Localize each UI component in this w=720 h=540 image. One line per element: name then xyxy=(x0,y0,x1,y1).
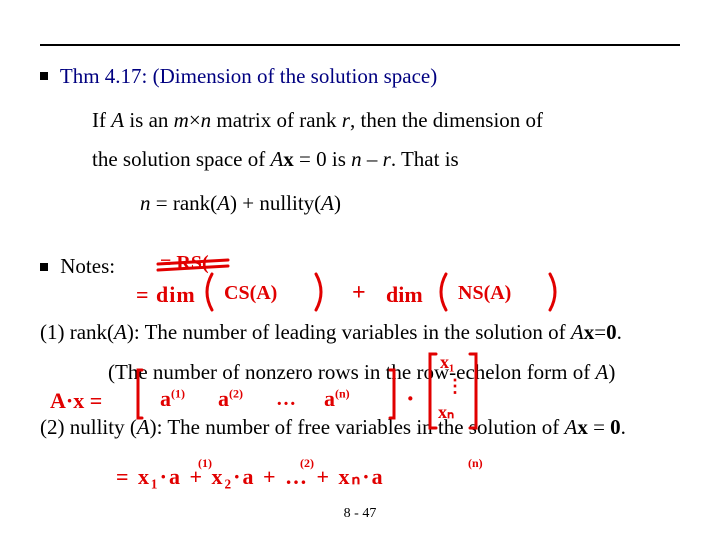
t: (1) xyxy=(198,456,212,470)
t: (2) nullity ( xyxy=(40,415,137,439)
t: . xyxy=(621,415,626,439)
A: A xyxy=(111,108,124,132)
z: 0 xyxy=(610,415,621,439)
t: – xyxy=(362,147,383,171)
t: ) xyxy=(608,360,615,384)
bullet-icon xyxy=(40,263,48,271)
thm-line1: If A is an m×n matrix of rank r, then th… xyxy=(92,104,700,138)
thm-line2: the solution space of Ax = 0 is n – r. T… xyxy=(92,143,700,177)
t: ): The number of leading variables in th… xyxy=(127,320,571,344)
x: x xyxy=(577,415,588,439)
t: If xyxy=(92,108,111,132)
hand-sn: (n) xyxy=(468,456,483,471)
n: n xyxy=(140,191,151,215)
t: = rank( xyxy=(151,191,218,215)
A: A xyxy=(217,191,230,215)
n: n xyxy=(201,108,212,132)
t: = x₁·a + x₂·a + … + xₙ·a xyxy=(116,464,385,489)
x: x xyxy=(584,320,595,344)
t: . That is xyxy=(391,147,459,171)
hand-big-bracket-icon xyxy=(136,366,396,422)
x: x xyxy=(283,147,294,171)
times: × xyxy=(189,108,201,132)
A: A xyxy=(321,191,334,215)
top-rule xyxy=(40,44,680,46)
hand-paren-ns-icon xyxy=(438,270,558,314)
t: = xyxy=(588,415,610,439)
t: = xyxy=(594,320,606,344)
notes-label: Notes: xyxy=(60,254,115,278)
page-number: 8 - 47 xyxy=(0,506,720,522)
t: . xyxy=(617,320,622,344)
t: is xyxy=(327,147,352,171)
hand-s1: (1) xyxy=(198,456,212,471)
A: A xyxy=(564,415,577,439)
A: A xyxy=(596,360,609,384)
t: matrix of rank xyxy=(211,108,342,132)
t: ) + nullity( xyxy=(230,191,321,215)
hand-s2: (2) xyxy=(300,456,314,471)
hand-paren-cs-icon xyxy=(204,270,324,314)
m: m xyxy=(174,108,189,132)
t: (1) rank( xyxy=(40,320,114,344)
t: = 0 xyxy=(294,147,327,171)
theorem-title-line: Thm 4.17: (Dimension of the solution spa… xyxy=(40,60,700,94)
thm-title: (Dimension of the solution space) xyxy=(147,64,437,88)
thm-eq: n = rank(A) + nullity(A) xyxy=(140,187,700,221)
note1: (1) rank(A): The number of leading varia… xyxy=(40,316,700,350)
r: r xyxy=(342,108,350,132)
z: 0 xyxy=(606,320,617,344)
A: A xyxy=(270,147,283,171)
bullet-icon xyxy=(40,72,48,80)
n: n xyxy=(351,147,362,171)
t: ) xyxy=(334,191,341,215)
t: , then the dimension of xyxy=(350,108,543,132)
t: the solution space of xyxy=(92,147,270,171)
notes-title: Notes: xyxy=(40,250,700,284)
hand-sum: = x₁·a + x₂·a + … + xₙ·a xyxy=(116,464,385,490)
t: is an xyxy=(124,108,174,132)
t: (n) xyxy=(468,456,483,470)
thm-prefix: Thm 4.17: xyxy=(60,64,148,88)
r: r xyxy=(383,147,391,171)
hand-vec-bracket-icon xyxy=(428,350,478,432)
t: (2) xyxy=(300,456,314,470)
A: A xyxy=(571,320,584,344)
A: A xyxy=(114,320,127,344)
